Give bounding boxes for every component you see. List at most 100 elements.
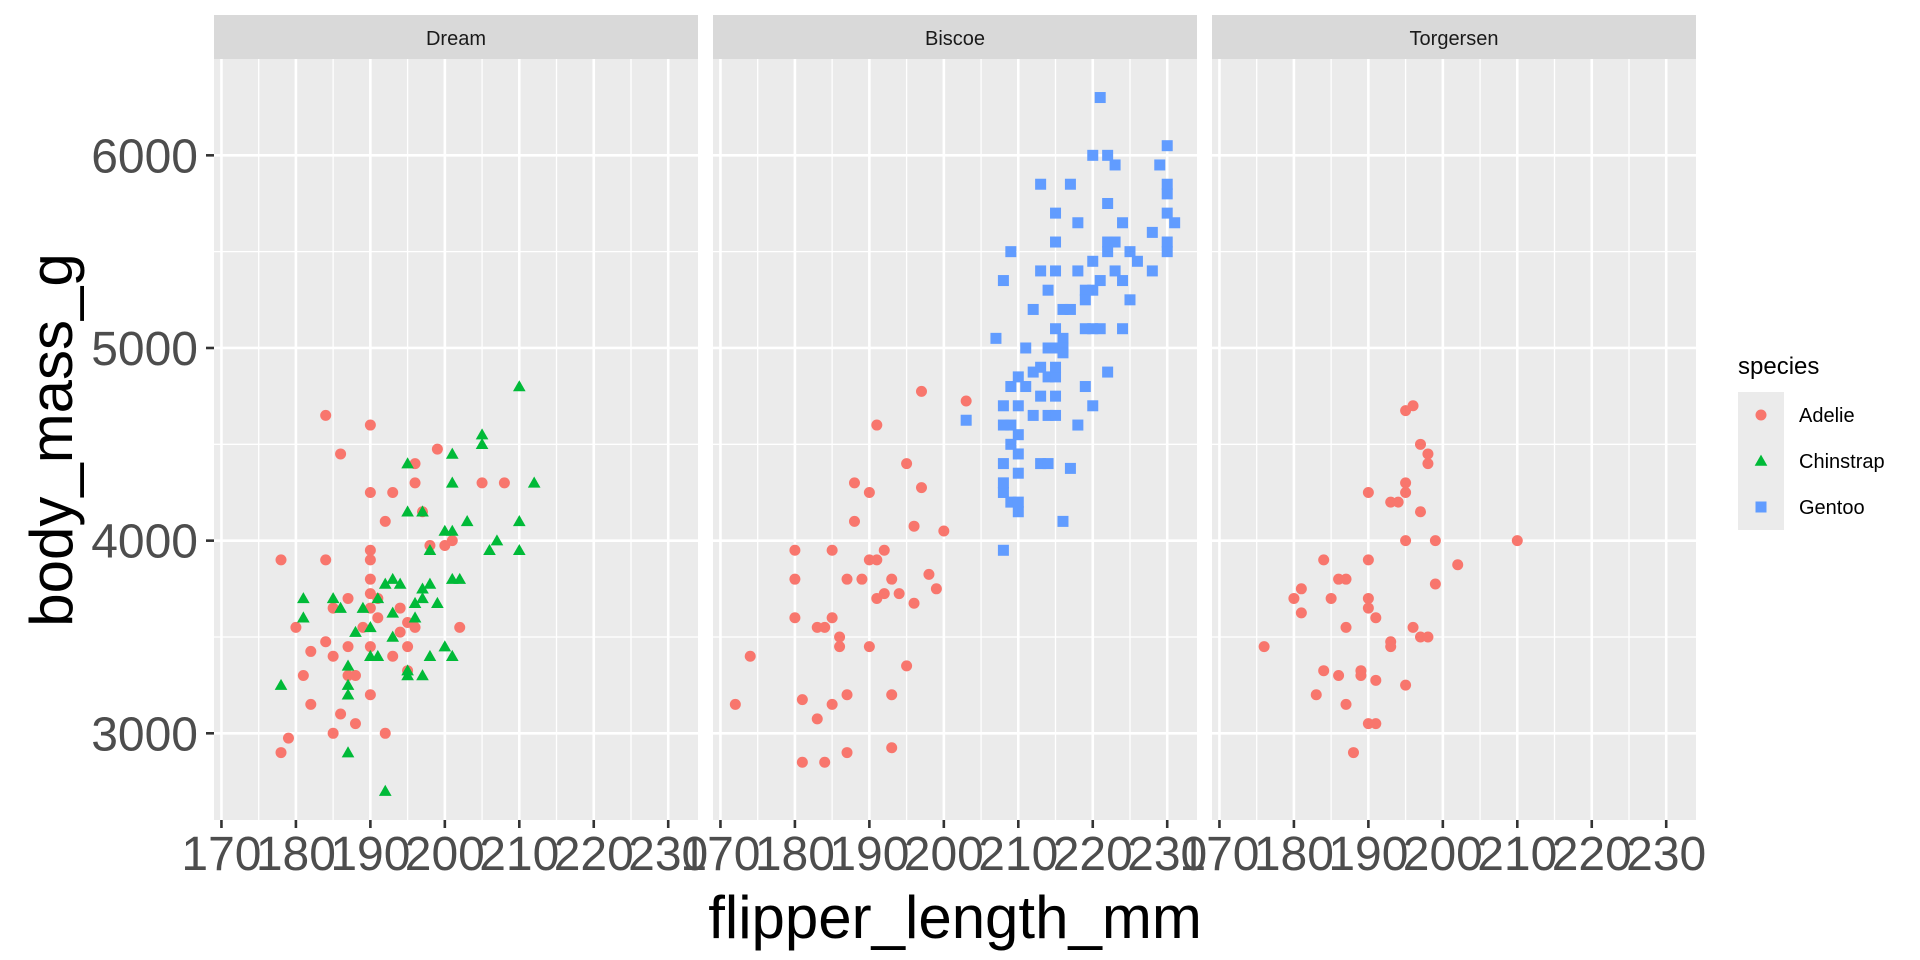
- data-point-gentoo: [1050, 236, 1062, 248]
- data-point-chinstrap: [512, 380, 526, 392]
- strip-background: [1212, 15, 1696, 59]
- data-point-chinstrap: [460, 515, 474, 527]
- data-point-adelie: [826, 612, 838, 624]
- data-point-chinstrap: [423, 543, 437, 556]
- data-point-adelie: [856, 573, 868, 585]
- strip-label: Torgersen: [1410, 28, 1499, 50]
- data-point-gentoo: [1005, 381, 1017, 393]
- data-point-chinstrap: [445, 447, 459, 459]
- data-point-gentoo: [1035, 361, 1047, 373]
- data-point-gentoo: [1117, 217, 1129, 229]
- x-tick-label: 190: [1328, 828, 1408, 881]
- data-point-chinstrap: [334, 601, 347, 613]
- data-point-chinstrap: [371, 592, 385, 604]
- data-point-adelie: [789, 612, 801, 624]
- legend-key-chinstrap: [1754, 454, 1768, 466]
- data-point-adelie: [364, 554, 376, 566]
- data-point-chinstrap: [423, 577, 437, 589]
- data-point-adelie: [1452, 559, 1464, 571]
- data-point-gentoo: [1102, 246, 1114, 258]
- data-point-adelie: [1370, 674, 1382, 686]
- x-tick-label: 170: [1179, 828, 1259, 881]
- x-tick-label: 220: [1053, 828, 1133, 881]
- data-point-adelie: [335, 448, 347, 460]
- data-point-adelie: [1414, 506, 1426, 518]
- data-point-adelie: [1325, 592, 1337, 604]
- data-point-gentoo: [1005, 438, 1017, 450]
- x-tick-label: 230: [628, 828, 708, 881]
- panel-torgersen: Torgersen: [1212, 15, 1696, 820]
- data-point-adelie: [297, 670, 309, 682]
- data-point-chinstrap: [512, 515, 526, 527]
- legend-label: Adelie: [1799, 405, 1855, 427]
- data-point-chinstrap: [475, 428, 489, 440]
- data-point-adelie: [394, 602, 406, 614]
- data-point-chinstrap: [416, 582, 429, 594]
- data-point-adelie: [454, 621, 466, 633]
- data-point-gentoo: [997, 477, 1009, 489]
- data-point-gentoo: [1012, 371, 1024, 383]
- data-point-chinstrap: [364, 621, 377, 633]
- data-point-gentoo: [1161, 236, 1173, 248]
- data-point-gentoo: [1012, 400, 1024, 412]
- x-axis-title: flipper_length_mm: [708, 884, 1202, 951]
- data-point-gentoo: [1131, 255, 1143, 267]
- data-point-adelie: [1400, 486, 1412, 498]
- data-point-adelie: [886, 573, 898, 585]
- data-point-adelie: [796, 694, 808, 706]
- data-point-gentoo: [1072, 217, 1084, 229]
- data-point-adelie: [1429, 578, 1441, 590]
- data-point-gentoo: [1087, 255, 1099, 267]
- data-point-gentoo: [997, 419, 1009, 431]
- legend-label: Gentoo: [1799, 497, 1865, 519]
- data-point-adelie: [1362, 554, 1374, 566]
- data-point-adelie: [841, 689, 853, 701]
- data-point-adelie: [834, 641, 846, 653]
- data-point-adelie: [841, 747, 853, 759]
- data-point-gentoo: [1094, 323, 1106, 335]
- data-point-adelie: [923, 568, 935, 580]
- data-point-gentoo: [1146, 265, 1158, 277]
- data-point-chinstrap: [416, 592, 429, 604]
- y-tick-label: 6000: [91, 130, 198, 183]
- data-point-adelie: [1370, 612, 1382, 624]
- data-point-chinstrap: [408, 611, 422, 623]
- data-point-chinstrap: [527, 476, 541, 488]
- data-point-adelie: [1295, 583, 1307, 595]
- data-point-adelie: [1422, 631, 1434, 643]
- data-point-adelie: [1414, 438, 1426, 450]
- data-points: [1258, 400, 1523, 759]
- data-point-gentoo: [1072, 419, 1084, 431]
- data-point-chinstrap: [341, 688, 355, 700]
- data-point-chinstrap: [386, 630, 400, 642]
- data-point-adelie: [848, 515, 860, 527]
- data-point-gentoo: [1027, 303, 1039, 315]
- data-point-adelie: [402, 641, 414, 653]
- panel-biscoe: Biscoe: [713, 15, 1197, 820]
- strip-label: Biscoe: [925, 28, 985, 50]
- data-point-gentoo: [1042, 342, 1054, 354]
- data-point-gentoo: [1064, 303, 1076, 315]
- data-point-adelie: [498, 477, 510, 489]
- data-point-gentoo: [1020, 342, 1032, 354]
- data-point-adelie: [819, 621, 831, 633]
- data-point-chinstrap: [341, 659, 355, 671]
- data-point-gentoo: [1035, 458, 1047, 470]
- x-tick-label: 210: [978, 828, 1058, 881]
- data-point-gentoo: [1087, 284, 1099, 296]
- data-point-gentoo: [1012, 496, 1024, 508]
- data-point-gentoo: [1169, 217, 1181, 229]
- x-tick-label: 190: [330, 828, 410, 881]
- data-point-gentoo: [1117, 323, 1129, 335]
- data-point-chinstrap: [341, 678, 355, 690]
- data-point-gentoo: [1102, 197, 1114, 209]
- x-tick-label: 200: [904, 828, 984, 881]
- grid-lines: [1212, 59, 1696, 820]
- y-tick-label: 5000: [91, 323, 198, 376]
- data-point-adelie: [1385, 641, 1397, 653]
- data-point-adelie: [364, 689, 376, 701]
- data-point-gentoo: [1057, 332, 1069, 344]
- data-point-gentoo: [1124, 294, 1136, 306]
- data-point-adelie: [1422, 448, 1434, 460]
- data-point-chinstrap: [393, 577, 407, 589]
